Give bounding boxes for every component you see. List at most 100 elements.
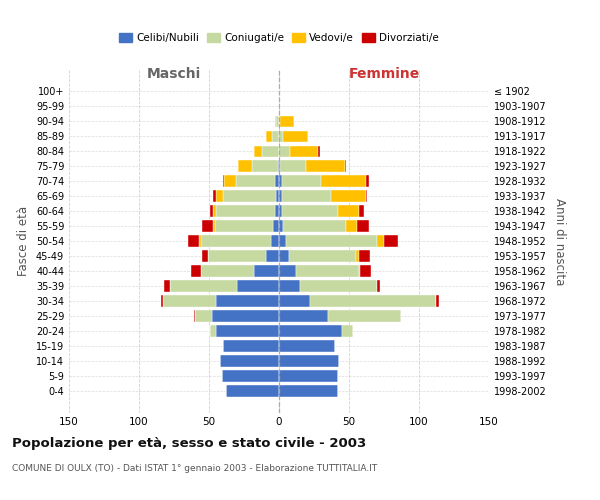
Bar (279, 206, 282, 217)
Bar (384, 236, 398, 247)
Bar (279, 370, 338, 382)
Y-axis label: Fasce di età: Fasce di età (17, 206, 30, 276)
Bar (223, 190, 276, 202)
Bar (223, 340, 279, 352)
Bar (266, 130, 272, 142)
Bar (202, 250, 208, 262)
Bar (216, 206, 275, 217)
Text: COMUNE DI OULX (TO) - Dati ISTAT 1° gennaio 2003 - Elaborazione TUTTITALIA.IT: COMUNE DI OULX (TO) - Dati ISTAT 1° genn… (12, 464, 377, 473)
Bar (254, 266, 279, 277)
Bar (342, 326, 353, 337)
Bar (208, 250, 266, 262)
Bar (279, 130, 283, 142)
Bar (274, 220, 279, 232)
Bar (290, 146, 318, 157)
Bar (279, 100, 280, 112)
Bar (266, 250, 279, 262)
Bar (356, 250, 359, 262)
Bar (200, 236, 271, 247)
Bar (275, 176, 279, 187)
Bar (226, 385, 279, 397)
Bar (283, 130, 308, 142)
Bar (279, 236, 286, 247)
Bar (170, 280, 237, 292)
Bar (213, 190, 216, 202)
Bar (359, 206, 364, 217)
Bar (276, 116, 279, 127)
Bar (215, 220, 274, 232)
Bar (366, 176, 368, 187)
Bar (195, 310, 212, 322)
Bar (279, 220, 283, 232)
Bar (282, 176, 321, 187)
Bar (237, 280, 279, 292)
Text: Popolazione per età, sesso e stato civile - 2003: Popolazione per età, sesso e stato civil… (12, 438, 366, 450)
Bar (360, 266, 371, 277)
Bar (296, 266, 359, 277)
Bar (321, 176, 366, 187)
Bar (279, 296, 310, 307)
Bar (236, 176, 275, 187)
Bar (194, 310, 195, 322)
Bar (346, 220, 358, 232)
Bar (200, 266, 254, 277)
Text: Femmine: Femmine (349, 67, 419, 81)
Bar (254, 146, 262, 157)
Bar (188, 236, 199, 247)
Bar (279, 160, 280, 172)
Bar (216, 190, 223, 202)
Bar (280, 116, 295, 127)
Bar (253, 160, 278, 172)
Bar (216, 296, 279, 307)
Bar (279, 146, 290, 157)
Bar (212, 310, 279, 322)
Bar (213, 220, 215, 232)
Bar (310, 296, 436, 307)
Bar (191, 266, 200, 277)
Bar (300, 280, 377, 292)
Bar (223, 176, 224, 187)
Bar (279, 116, 280, 127)
Bar (211, 206, 213, 217)
Bar (278, 160, 279, 172)
Bar (358, 220, 368, 232)
Bar (163, 296, 216, 307)
Bar (161, 296, 163, 307)
Bar (282, 190, 331, 202)
Bar (279, 176, 282, 187)
Text: Maschi: Maschi (147, 67, 201, 81)
Bar (279, 356, 339, 367)
Bar (377, 236, 384, 247)
Bar (271, 236, 279, 247)
Bar (220, 356, 279, 367)
Bar (279, 326, 342, 337)
Bar (280, 160, 305, 172)
Bar (338, 206, 359, 217)
Bar (279, 385, 338, 397)
Bar (262, 146, 279, 157)
Bar (289, 250, 356, 262)
Bar (318, 146, 320, 157)
Bar (275, 206, 279, 217)
Bar (283, 220, 346, 232)
Bar (216, 326, 279, 337)
Bar (164, 280, 170, 292)
Y-axis label: Anni di nascita: Anni di nascita (553, 198, 566, 285)
Bar (199, 236, 200, 247)
Bar (286, 236, 377, 247)
Bar (221, 370, 279, 382)
Legend: Celibi/Nubili, Coniugati/e, Vedovi/e, Divorziati/e: Celibi/Nubili, Coniugati/e, Vedovi/e, Di… (115, 29, 443, 48)
Bar (359, 266, 360, 277)
Bar (276, 190, 279, 202)
Bar (211, 326, 216, 337)
Bar (359, 250, 370, 262)
Bar (279, 250, 289, 262)
Bar (282, 206, 338, 217)
Bar (279, 266, 296, 277)
Bar (272, 130, 279, 142)
Bar (331, 190, 366, 202)
Bar (279, 190, 282, 202)
Bar (345, 160, 346, 172)
Bar (366, 190, 367, 202)
Bar (377, 280, 380, 292)
